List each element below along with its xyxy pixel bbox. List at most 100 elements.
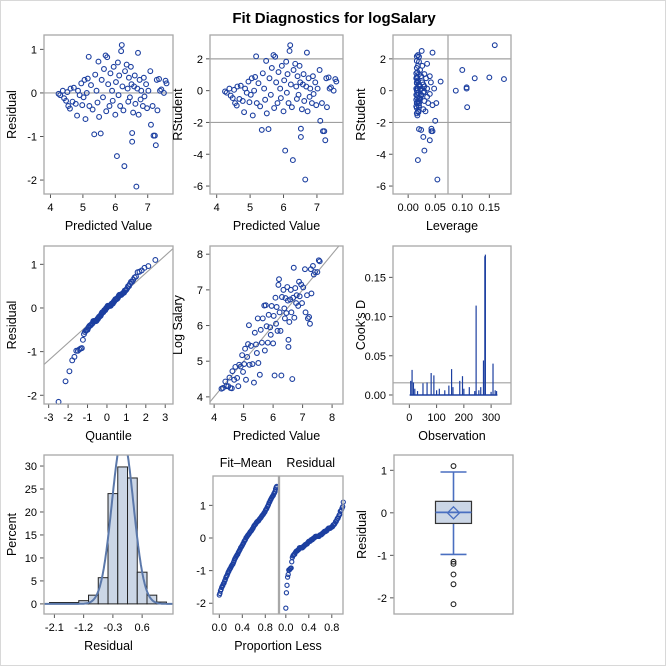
data-point — [416, 58, 422, 65]
x-tick-label: 0.00 — [397, 202, 418, 214]
data-point — [244, 353, 251, 360]
data-point — [80, 94, 87, 101]
data-point — [287, 296, 294, 303]
data-point — [141, 93, 148, 100]
y-tick-label: 1 — [381, 465, 387, 477]
outlier-point — [450, 571, 457, 578]
data-point — [275, 281, 282, 288]
data-point — [310, 91, 317, 97]
data-point — [246, 361, 253, 368]
data-point — [426, 91, 433, 97]
plot-frame — [392, 245, 512, 405]
data-point — [95, 58, 102, 65]
data-point — [249, 361, 256, 368]
data-point — [276, 276, 282, 283]
data-point — [110, 63, 117, 70]
data-point — [152, 142, 159, 149]
y-axis-label: Residual — [5, 90, 19, 139]
y-tick-label: 0 — [197, 86, 203, 98]
data-point — [253, 341, 259, 348]
cooks-d-plot: 0.00 0.05 0.10 0.15 0 100 200 300 Observation Coo… — [354, 245, 512, 443]
data-point — [285, 343, 292, 350]
y-tick-label: -2 — [196, 598, 206, 610]
data-point — [250, 379, 257, 386]
data-point — [237, 82, 244, 89]
data-point — [277, 327, 284, 334]
x-axis-label: Predicted Value — [65, 219, 152, 233]
data-point — [271, 372, 278, 379]
y-tick-label: 0.15 — [365, 272, 386, 284]
data-point — [302, 309, 309, 316]
data-point — [306, 93, 313, 100]
y-tick-label: -2 — [377, 593, 387, 605]
plot-frame — [209, 34, 344, 195]
data-point — [317, 117, 324, 124]
data-point — [118, 48, 125, 55]
data-point — [285, 571, 291, 578]
data-point — [229, 95, 236, 102]
y-tick-label: -1 — [27, 347, 37, 359]
data-point — [282, 147, 289, 154]
data-point — [289, 376, 296, 382]
data-point — [264, 339, 271, 346]
data-point — [278, 62, 285, 69]
data-point — [135, 111, 142, 118]
data-point — [316, 67, 323, 73]
data-point — [284, 582, 290, 588]
y-tick-label: -1 — [196, 566, 206, 578]
data-point — [324, 104, 330, 111]
data-point — [270, 312, 277, 319]
data-point — [145, 87, 152, 94]
x-tick-label: 0.0 — [278, 622, 293, 634]
data-point — [288, 309, 295, 316]
y-tick-label: 8 — [197, 249, 203, 261]
outlier-point — [450, 581, 457, 588]
data-point — [418, 91, 425, 98]
x-tick-label: 0.8 — [258, 622, 273, 634]
data-point — [156, 76, 163, 82]
data-point — [287, 81, 294, 88]
data-point — [107, 70, 114, 77]
outlier-point — [450, 560, 457, 567]
data-point — [239, 352, 246, 359]
data-point — [160, 89, 167, 96]
data-point — [78, 80, 85, 87]
data-point — [291, 314, 298, 321]
data-point — [243, 376, 249, 383]
data-point — [275, 69, 282, 75]
data-point — [301, 98, 308, 104]
x-tick-label: 5 — [80, 202, 86, 214]
data-point — [131, 72, 138, 79]
data-point — [314, 269, 321, 275]
y-tick-label: 25 — [25, 484, 37, 496]
data-point — [464, 104, 471, 111]
data-point — [120, 107, 127, 114]
data-point — [267, 91, 274, 98]
data-point — [242, 345, 249, 352]
data-point — [330, 87, 337, 94]
y-tick-label: -2 — [27, 390, 37, 402]
data-point — [253, 350, 260, 356]
data-point — [265, 311, 272, 318]
data-point — [105, 81, 112, 88]
normal-density-curve — [44, 455, 173, 605]
x-axis-label: Predicted Value — [233, 429, 320, 443]
data-point — [325, 74, 332, 81]
data-point — [293, 292, 300, 299]
rstudent-vs-predicted-plot: -6 -4 -2 0 2 4 5 6 7 Predicted Value RStudent — [171, 34, 344, 233]
data-point — [274, 100, 281, 107]
x-tick-label: -3 — [44, 412, 54, 424]
data-point — [285, 100, 292, 107]
data-point — [432, 117, 439, 124]
outlier-point — [450, 601, 457, 608]
panel-title: Fit Diagnostics for logSalary — [232, 10, 436, 27]
data-point — [486, 74, 493, 81]
data-point — [452, 87, 459, 94]
y-tick-label: -2 — [193, 117, 203, 129]
data-point — [231, 86, 238, 93]
data-point — [259, 315, 266, 322]
x-tick-label: 7 — [300, 412, 306, 424]
data-point — [93, 87, 100, 94]
